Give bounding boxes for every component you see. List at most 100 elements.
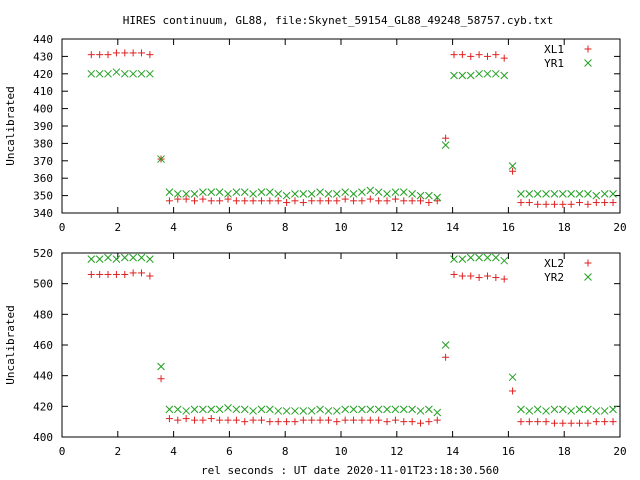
data-point — [358, 188, 366, 196]
plot-frame — [61, 252, 621, 438]
data-point — [207, 415, 215, 423]
x-axis-label: rel seconds : UT date 2020-11-01T23:18:3… — [201, 464, 499, 477]
data-point — [174, 416, 182, 424]
data-point — [542, 418, 550, 426]
data-point — [146, 255, 154, 263]
y-tick-label: 380 — [33, 137, 53, 150]
data-point — [282, 191, 291, 200]
data-point — [324, 197, 332, 205]
data-point — [191, 197, 199, 205]
data-point — [492, 51, 500, 59]
data-point — [425, 405, 433, 414]
data-point — [87, 51, 95, 59]
data-point — [138, 49, 146, 57]
x-tick-label: 8 — [282, 221, 289, 234]
data-point — [120, 253, 129, 262]
data-point — [592, 191, 601, 200]
data-point — [157, 375, 165, 383]
y-tick-label: 440 — [33, 33, 53, 46]
data-point — [408, 197, 416, 205]
data-point — [391, 405, 400, 414]
data-point — [232, 405, 241, 414]
y-tick-label: 360 — [33, 172, 53, 185]
data-point — [592, 418, 600, 426]
data-point — [332, 190, 341, 198]
data-point — [358, 416, 366, 424]
data-point — [500, 54, 508, 62]
data-point — [374, 405, 383, 414]
legend-label: YR2 — [544, 271, 564, 284]
data-point — [601, 418, 609, 426]
data-point — [559, 200, 567, 208]
data-point — [266, 405, 274, 414]
y-axis-label: Uncalibrated — [4, 86, 17, 165]
data-point — [467, 52, 475, 60]
data-point — [199, 188, 207, 196]
data-point — [366, 405, 375, 414]
data-point — [165, 415, 173, 423]
data-point — [199, 416, 207, 424]
y-tick-label: 480 — [33, 308, 53, 321]
x-tick-label: 18 — [558, 221, 571, 234]
data-point — [358, 405, 366, 414]
y-tick-label: 500 — [33, 278, 53, 291]
data-point — [324, 407, 333, 415]
data-point — [104, 253, 112, 262]
legend-label: YR1 — [544, 57, 564, 70]
data-point — [129, 269, 137, 277]
data-point — [517, 199, 525, 207]
x-tick-label: 14 — [446, 445, 460, 458]
data-point — [129, 49, 137, 57]
data-point — [450, 255, 458, 263]
data-point — [458, 71, 467, 80]
data-point — [483, 272, 491, 280]
data-point — [525, 418, 533, 426]
data-point — [96, 51, 104, 59]
data-point — [492, 274, 500, 282]
data-point — [104, 51, 112, 59]
data-point — [112, 68, 121, 76]
data-point — [542, 190, 550, 198]
legend-label: XL2 — [544, 257, 564, 270]
data-point — [291, 407, 299, 415]
data-point — [584, 190, 592, 198]
data-point — [146, 69, 154, 78]
data-point — [576, 419, 584, 427]
data-point — [182, 190, 191, 198]
data-point — [282, 407, 291, 415]
data-point — [87, 69, 96, 78]
data-point — [542, 407, 550, 415]
data-point — [433, 408, 442, 417]
data-point — [191, 416, 199, 424]
data-point — [408, 190, 416, 198]
data-point — [157, 155, 165, 163]
series-YR1 — [87, 68, 617, 202]
data-point — [375, 416, 383, 424]
data-point — [138, 269, 146, 277]
data-point — [182, 415, 190, 423]
data-point — [324, 416, 332, 424]
data-point — [215, 405, 224, 414]
y-tick-label: 390 — [33, 120, 53, 133]
data-point — [324, 190, 333, 198]
data-point — [190, 405, 199, 414]
data-point — [274, 418, 282, 426]
data-point — [341, 416, 349, 424]
data-point — [316, 405, 324, 414]
data-point — [104, 270, 112, 278]
data-point — [112, 255, 121, 263]
data-point — [366, 416, 374, 424]
y-tick-label: 440 — [33, 370, 53, 383]
data-point — [533, 405, 542, 414]
data-point — [350, 197, 358, 205]
data-point — [558, 405, 567, 414]
data-point — [500, 71, 509, 80]
data-point — [291, 197, 299, 205]
data-point — [316, 197, 324, 205]
data-point — [375, 197, 383, 205]
data-point — [458, 255, 467, 263]
data-point — [224, 195, 232, 203]
x-tick-label: 12 — [390, 221, 403, 234]
y-tick-label: 460 — [33, 339, 53, 352]
